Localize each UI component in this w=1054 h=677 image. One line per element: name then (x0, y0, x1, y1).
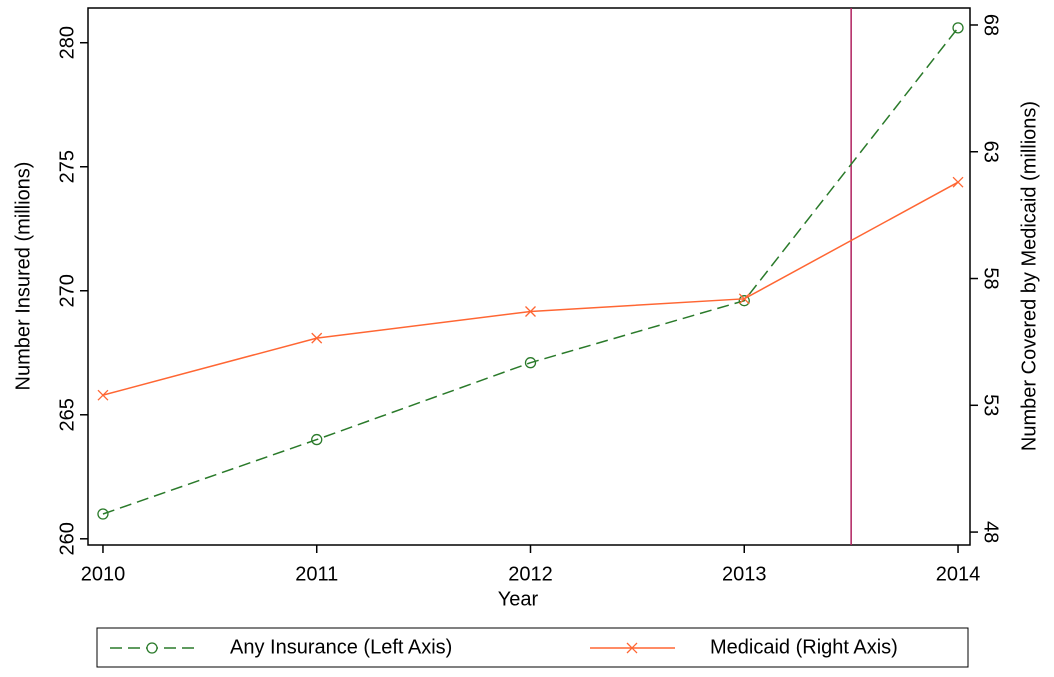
y-tick-label: 275 (56, 150, 78, 183)
x-tick-label: 2014 (936, 563, 981, 585)
marker (525, 306, 536, 317)
legend-label: Any Insurance (Left Axis) (230, 636, 452, 658)
marker (738, 293, 750, 305)
legend-label: Medicaid (Right Axis) (710, 636, 898, 658)
legend-marker (146, 642, 158, 654)
y2-tick-label: 48 (980, 521, 1002, 543)
marker (524, 357, 537, 369)
y2-tick-label: 68 (980, 14, 1002, 36)
y-tick-label: 280 (56, 26, 78, 59)
y2-tick-label: 53 (980, 394, 1002, 416)
marker (952, 22, 964, 34)
x-tick-label: 2010 (81, 563, 126, 585)
x-tick-label: 2012 (508, 563, 553, 585)
y-tick-label: 265 (56, 398, 78, 431)
series-line (102, 27, 959, 515)
marker (311, 433, 323, 446)
x-tick-label: 2011 (295, 563, 338, 585)
marker (311, 332, 323, 344)
marker (97, 508, 109, 520)
marker (738, 295, 750, 307)
legend-box (96, 627, 969, 668)
marker (952, 176, 964, 188)
x-axis-title: Year (498, 588, 539, 610)
y2-tick-label: 58 (980, 267, 1002, 289)
y-axis-title: Number Insured (millions) (12, 162, 34, 391)
plot-frame (87, 7, 971, 546)
y2-axis-title: Number Covered by Medicaid (millions) (1018, 101, 1040, 451)
legend-marker (626, 642, 638, 654)
marker (97, 389, 109, 401)
x-tick-label: 2013 (722, 563, 767, 585)
y2-tick-label: 63 (980, 141, 1002, 163)
y-tick-label: 270 (56, 274, 78, 307)
y-tick-label: 260 (56, 522, 78, 555)
